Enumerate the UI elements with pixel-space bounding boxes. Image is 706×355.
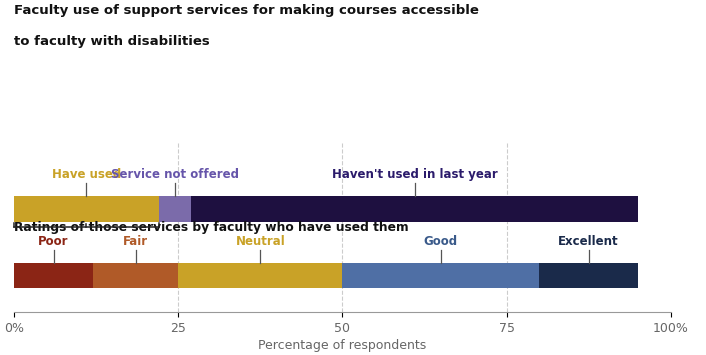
Text: Ratings of those services by faculty who have used them: Ratings of those services by faculty who… (14, 221, 409, 234)
X-axis label: Percentage of respondents: Percentage of respondents (258, 339, 426, 352)
Bar (539, 263, 638, 288)
Bar (14, 263, 93, 288)
Text: Service not offered: Service not offered (111, 168, 239, 181)
Bar (191, 196, 638, 222)
Text: Faculty use of support services for making courses accessible: Faculty use of support services for maki… (14, 4, 479, 17)
Text: to faculty with disabilities: to faculty with disabilities (14, 36, 210, 49)
Text: Fair: Fair (123, 235, 148, 248)
Bar (159, 196, 191, 222)
Text: Neutral: Neutral (236, 235, 285, 248)
Bar (179, 263, 342, 288)
Text: Poor: Poor (38, 235, 68, 248)
Text: Good: Good (424, 235, 458, 248)
Text: Haven't used in last year: Haven't used in last year (332, 168, 498, 181)
Text: Excellent: Excellent (558, 235, 619, 248)
Text: Have used: Have used (52, 168, 121, 181)
Bar (14, 196, 159, 222)
Bar (342, 263, 539, 288)
Bar (93, 263, 179, 288)
